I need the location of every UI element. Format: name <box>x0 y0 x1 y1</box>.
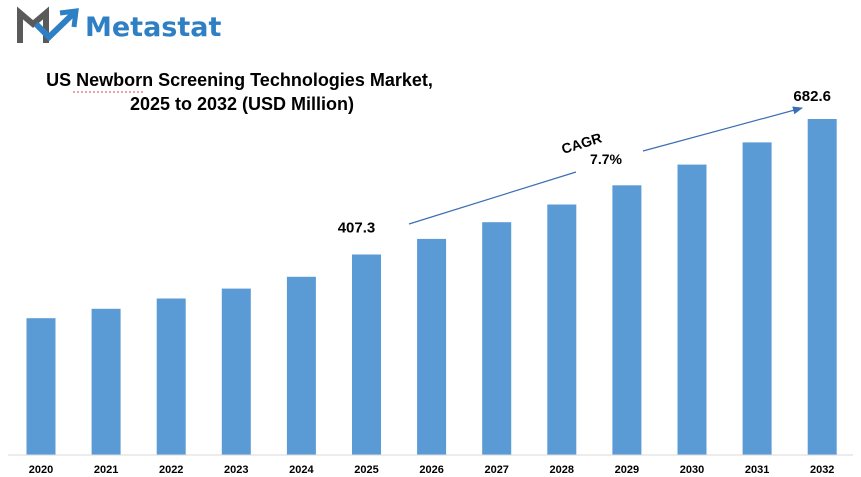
bar-2024 <box>286 276 316 455</box>
x-tick-label-2022: 2022 <box>159 464 183 476</box>
bar-2032 <box>807 119 837 455</box>
bar-2027 <box>482 222 512 455</box>
chart-title: US Newborn Screening Technologies Market… <box>46 70 438 114</box>
bar-2025 <box>352 254 381 455</box>
x-tick-label-2024: 2024 <box>289 464 314 476</box>
x-tick-label-2028: 2028 <box>550 464 574 476</box>
bar-2026 <box>417 238 447 455</box>
x-tick-label-2023: 2023 <box>224 464 248 476</box>
x-tick-label-2029: 2029 <box>615 464 639 476</box>
metastat-logo-icon <box>17 6 79 43</box>
x-tick-label-2030: 2030 <box>680 464 704 476</box>
x-tick-label-2025: 2025 <box>354 464 378 476</box>
bar-2020 <box>26 318 56 455</box>
cagr-arrow-left <box>408 171 577 225</box>
data-label-2025: 407.3 <box>338 220 376 237</box>
x-tick-label-2021: 2021 <box>94 464 118 476</box>
brand-name: Metastat <box>85 12 222 43</box>
bar-2023 <box>221 288 251 455</box>
bar-2030 <box>677 164 707 455</box>
chart-title-line-1: US Newborn Screening Technologies Market… <box>46 70 433 90</box>
data-label-2032: 682.6 <box>793 88 831 105</box>
cagr-value: 7.7% <box>590 151 622 167</box>
bar-2021 <box>91 308 121 455</box>
bar-2022 <box>156 298 186 455</box>
x-tick-label-2020: 2020 <box>29 464 53 476</box>
x-tick-label-2032: 2032 <box>810 464 834 476</box>
x-tick-label-2026: 2026 <box>419 464 443 476</box>
cagr-arrow-right <box>642 106 803 152</box>
bar-2031 <box>742 142 772 455</box>
chart-title-line-2: 2025 to 2032 (USD Million) <box>130 94 354 114</box>
bar-2029 <box>612 185 642 456</box>
brand-logo: Metastat <box>17 6 222 43</box>
bar-2028 <box>547 204 577 455</box>
data-labels: 407.3 682.6 <box>338 88 831 237</box>
x-tick-label-2027: 2027 <box>484 464 508 476</box>
x-tick-label-2031: 2031 <box>745 464 769 476</box>
x-tick-labels: 2020 2021 2022 2023 2024 2025 2026 2027 2028 2029… <box>29 464 835 476</box>
bars <box>26 119 837 456</box>
